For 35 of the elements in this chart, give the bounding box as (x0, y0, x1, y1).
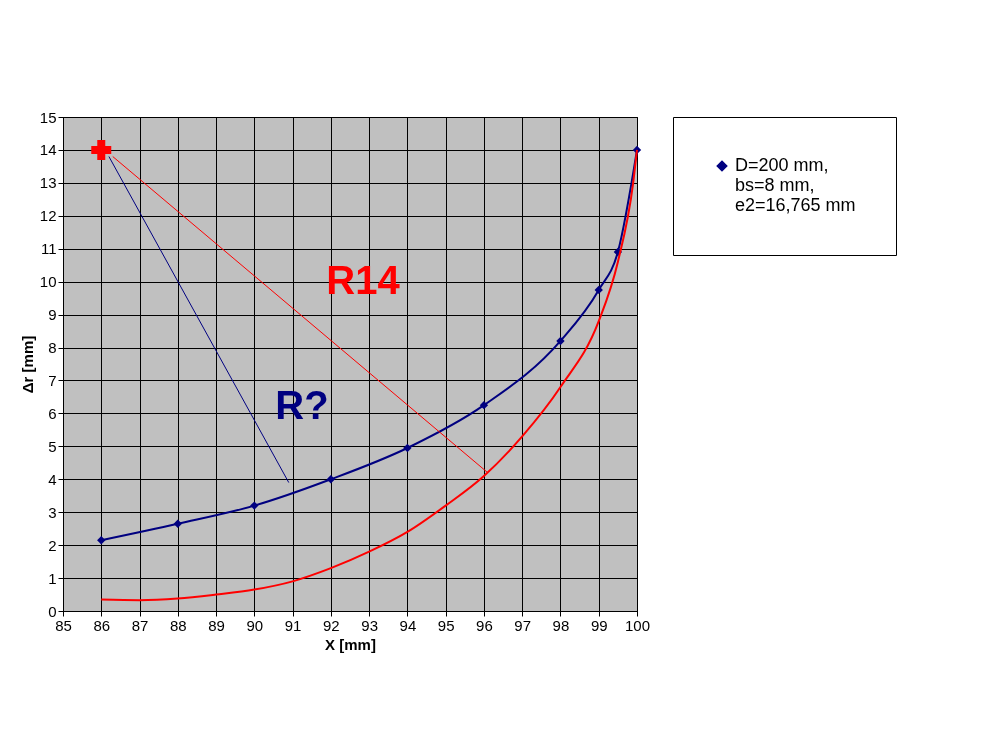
x-tick-label: 87 (131, 616, 149, 634)
y-axis-title: Δr [mm] (18, 335, 36, 394)
x-tick-label: 95 (437, 616, 455, 634)
x-tick-label: 98 (552, 616, 570, 634)
y-tick-label: 7 (48, 371, 57, 389)
x-tick-label: 89 (208, 616, 225, 634)
legend-label: D=200 mm, bs=8 mm, e2=16,765 mm (735, 155, 856, 215)
x-tick-label: 88 (169, 616, 187, 634)
x-tick-label: 90 (246, 616, 264, 634)
x-tick-label: 94 (399, 616, 417, 634)
x-tick-label: 86 (93, 616, 111, 634)
y-tick-label: 14 (39, 141, 57, 159)
y-tick-label: 2 (48, 536, 57, 554)
x-tick-label: 96 (476, 616, 493, 634)
x-axis-title: X [mm] (325, 635, 376, 653)
y-tick-label: 15 (39, 108, 57, 126)
x-tick-label: 99 (590, 616, 608, 634)
y-tick-label: 12 (39, 207, 57, 225)
y-tick-label: 5 (48, 437, 57, 455)
x-tick-label: 100 (624, 616, 651, 634)
y-tick-label: 9 (48, 306, 57, 324)
x-tick-label: 91 (284, 616, 302, 634)
y-tick-label: 6 (48, 404, 57, 422)
x-tick-label: 93 (361, 616, 378, 634)
y-tick-label: 10 (39, 273, 57, 291)
y-tick-label: 13 (39, 174, 57, 192)
x-tick-label: 85 (55, 616, 72, 634)
x-tick-label: 92 (323, 616, 340, 634)
y-tick-label: 8 (48, 339, 57, 357)
y-tick-label: 11 (40, 240, 57, 258)
y-tick-label: 3 (48, 503, 57, 521)
y-tick-label: 1 (48, 569, 57, 587)
x-tick-label: 97 (514, 616, 532, 634)
y-tick-label: 0 (48, 602, 57, 620)
y-tick-label: 4 (48, 470, 57, 488)
